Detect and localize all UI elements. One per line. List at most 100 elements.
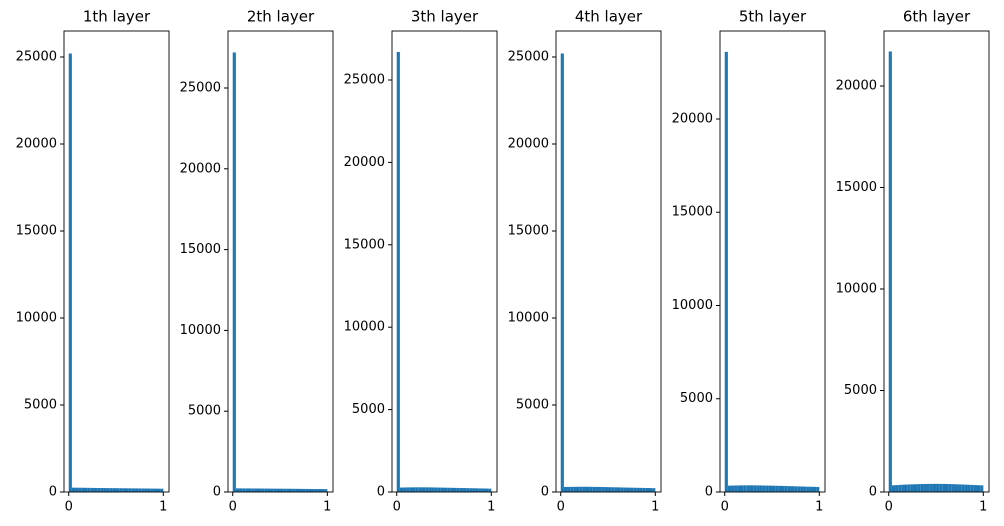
bar xyxy=(797,486,801,492)
bar xyxy=(425,487,429,492)
axes-frame xyxy=(63,30,170,493)
bar xyxy=(973,485,978,492)
bar xyxy=(261,488,265,492)
subplot-title: 6th layer xyxy=(903,8,971,26)
bar xyxy=(954,484,959,492)
bar xyxy=(781,485,785,492)
bar xyxy=(295,488,299,492)
bar xyxy=(431,487,435,492)
bar xyxy=(910,484,914,492)
bar xyxy=(904,484,908,492)
bar xyxy=(308,488,312,492)
y-tick-label: 10000 xyxy=(16,310,57,325)
bar xyxy=(942,483,946,492)
y-tick-label: 10000 xyxy=(344,320,385,335)
y-tick-label: 20000 xyxy=(672,111,713,126)
y-tick-label: 5000 xyxy=(680,391,713,406)
y-tick-label: 5000 xyxy=(516,397,549,412)
bar xyxy=(317,489,322,492)
bar xyxy=(144,488,148,492)
y-tick-label: 10000 xyxy=(180,323,221,338)
y-tick-label: 20000 xyxy=(180,161,221,176)
bar xyxy=(264,488,268,492)
bar xyxy=(582,486,586,492)
bar xyxy=(409,487,413,492)
x-tick-label: 0 xyxy=(721,500,729,515)
bar xyxy=(485,488,489,492)
bar xyxy=(245,488,249,492)
x-tick-label: 0 xyxy=(393,500,401,515)
bar xyxy=(806,486,810,492)
bar xyxy=(298,488,303,492)
y-tick-label: 20000 xyxy=(16,136,57,151)
subplot-title: 3th layer xyxy=(411,8,479,26)
subplot: 4th layer 0 5000 10000 15000 20000 25000 0 1 xyxy=(508,8,662,515)
y-tick-label: 0 xyxy=(869,485,877,500)
subplot: 5th layer 0 5000 10000 15000 20000 0 1 xyxy=(672,8,826,515)
bar xyxy=(97,487,101,492)
bar xyxy=(251,488,255,492)
bar xyxy=(753,485,757,492)
y-tick-label: 0 xyxy=(541,485,549,500)
subplot-title: 2th layer xyxy=(247,8,315,26)
subplot: 3th layer 0 5000 10000 15000 20000 25000 0 1 xyxy=(344,8,498,515)
bar xyxy=(273,488,277,492)
x-tick-label: 0 xyxy=(229,500,237,515)
bar xyxy=(242,488,246,492)
y-tick-label: 10000 xyxy=(508,310,549,325)
bar xyxy=(945,483,949,492)
bar xyxy=(724,51,728,492)
bar xyxy=(78,487,82,492)
bar xyxy=(932,483,937,492)
bar xyxy=(756,485,760,492)
bar xyxy=(324,489,328,492)
bar xyxy=(816,486,820,492)
bar xyxy=(232,52,236,493)
bar xyxy=(790,486,795,492)
bar xyxy=(614,487,618,492)
bar xyxy=(128,488,132,492)
bar xyxy=(116,488,120,492)
bar xyxy=(585,486,590,492)
bar xyxy=(100,488,104,492)
bar xyxy=(270,488,274,492)
bar xyxy=(481,488,486,492)
y-tick-label: 25000 xyxy=(508,49,549,64)
bar xyxy=(106,488,110,492)
bar xyxy=(576,486,580,492)
bar xyxy=(926,483,930,492)
bar xyxy=(412,487,416,492)
bar xyxy=(570,486,574,492)
bar xyxy=(633,487,637,492)
bar xyxy=(589,486,593,492)
bar xyxy=(75,487,79,492)
bar xyxy=(560,53,564,493)
bar xyxy=(794,486,798,492)
bar xyxy=(125,488,129,492)
y-tick-label: 25000 xyxy=(180,80,221,95)
bar xyxy=(813,486,817,492)
bar xyxy=(727,485,732,492)
bar xyxy=(977,485,981,492)
bar xyxy=(305,488,309,492)
bar xyxy=(415,487,419,492)
bar xyxy=(746,485,750,492)
y-tick-label: 0 xyxy=(705,485,713,500)
bar xyxy=(901,484,905,492)
bar xyxy=(563,486,568,492)
bar xyxy=(302,488,306,492)
bar xyxy=(929,483,933,492)
bar xyxy=(292,488,296,492)
bar xyxy=(453,487,457,492)
bar xyxy=(131,488,135,492)
bar xyxy=(888,51,892,492)
bar xyxy=(923,483,927,492)
bar xyxy=(475,488,479,492)
y-tick-label: 5000 xyxy=(188,404,221,419)
subplot-title: 4th layer xyxy=(575,8,643,26)
bar xyxy=(604,487,609,492)
bar xyxy=(734,485,738,492)
bar xyxy=(778,485,782,492)
bar xyxy=(276,488,281,492)
bar xyxy=(917,484,921,492)
